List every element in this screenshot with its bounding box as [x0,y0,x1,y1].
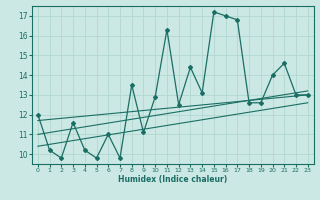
X-axis label: Humidex (Indice chaleur): Humidex (Indice chaleur) [118,175,228,184]
